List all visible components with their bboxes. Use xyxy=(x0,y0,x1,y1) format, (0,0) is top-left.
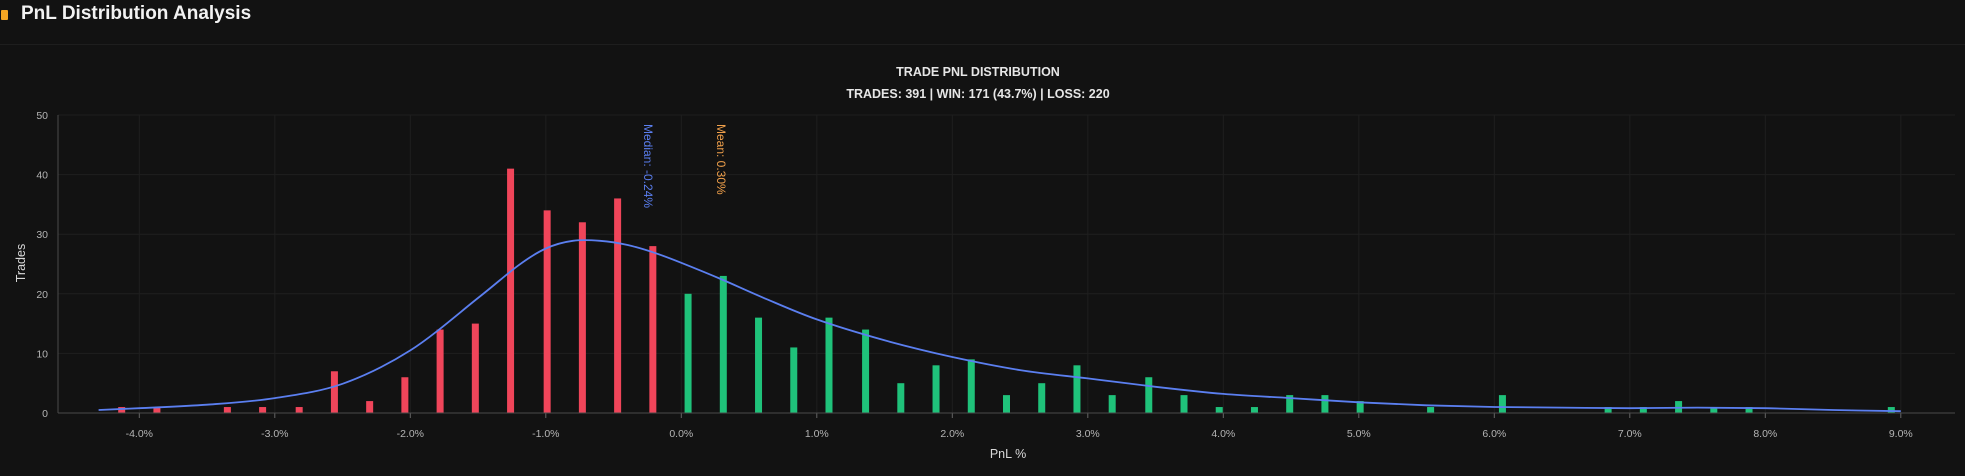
loss-bar xyxy=(153,407,161,413)
win-bar xyxy=(1321,395,1329,413)
x-tick-label: 3.0% xyxy=(1076,428,1100,440)
win-bar xyxy=(897,383,905,413)
win-bar xyxy=(1108,395,1116,413)
y-tick-label: 40 xyxy=(36,170,48,182)
loss-bar xyxy=(614,198,622,413)
panel-header: PnL Distribution Analysis xyxy=(0,0,1965,45)
win-bar xyxy=(1038,383,1046,413)
y-axis-label: Trades xyxy=(14,244,28,282)
loss-bar xyxy=(436,329,444,413)
win-bar xyxy=(1745,407,1753,413)
win-bar xyxy=(684,293,692,413)
win-bar xyxy=(967,359,975,413)
y-tick-label: 10 xyxy=(36,348,48,360)
win-bar xyxy=(1604,407,1612,413)
y-tick-label: 50 xyxy=(36,110,48,122)
win-bar xyxy=(790,347,798,413)
x-tick-label: 9.0% xyxy=(1889,428,1913,440)
loss-bar xyxy=(507,168,515,413)
annotations: Median: -0.24% Mean: 0.30% xyxy=(641,124,728,208)
x-tick-label: 2.0% xyxy=(940,428,964,440)
y-tick-label: 0 xyxy=(42,408,48,420)
win-bar xyxy=(1427,407,1435,413)
win-bar xyxy=(1145,377,1153,413)
histogram-bars xyxy=(118,168,1895,413)
x-tick-label: -3.0% xyxy=(261,428,288,440)
win-bar xyxy=(862,329,870,413)
mean-annotation: Mean: 0.30% xyxy=(714,124,728,195)
loss-bar xyxy=(118,407,126,413)
median-annotation: Median: -0.24% xyxy=(641,124,655,208)
loss-bar xyxy=(259,407,267,413)
loss-bar xyxy=(295,407,303,413)
win-bar xyxy=(719,275,727,413)
y-tick-label: 30 xyxy=(36,229,48,241)
loss-bar xyxy=(649,246,657,413)
loss-bar xyxy=(330,371,338,413)
axes: 0 10 20 30 40 50 -4.0% -3.0% -2.0% -1.0% 0.0% 1.0% 2… xyxy=(36,110,1955,440)
win-bar xyxy=(1286,395,1294,413)
x-axis-label: PnL % xyxy=(990,447,1026,461)
win-bar xyxy=(1887,407,1895,413)
x-tick-label: 5.0% xyxy=(1347,428,1371,440)
x-tick-label: -2.0% xyxy=(397,428,424,440)
win-bar xyxy=(755,317,763,413)
win-bar xyxy=(1250,407,1258,413)
y-tick-label: 20 xyxy=(36,289,48,301)
win-bar xyxy=(1356,401,1364,413)
x-tick-label: 0.0% xyxy=(669,428,693,440)
x-tick-label: 7.0% xyxy=(1618,428,1642,440)
win-bar xyxy=(1498,395,1506,413)
win-bar xyxy=(932,365,940,413)
x-tick-label: -4.0% xyxy=(126,428,153,440)
win-bar xyxy=(825,317,833,413)
x-tick-label: 4.0% xyxy=(1211,428,1235,440)
x-tick-label: -1.0% xyxy=(532,428,559,440)
win-bar xyxy=(1215,407,1223,413)
loss-bar xyxy=(401,377,409,413)
x-tick-label: 8.0% xyxy=(1753,428,1777,440)
win-bar xyxy=(1639,407,1647,413)
section-marker xyxy=(1,10,8,20)
x-tick-label: 6.0% xyxy=(1482,428,1506,440)
chart-subtitle: TRADES: 391 | WIN: 171 (43.7%) | LOSS: 2… xyxy=(846,87,1109,101)
density-curve-group xyxy=(98,239,1901,413)
win-bar xyxy=(1003,395,1010,413)
loss-bar xyxy=(223,407,231,413)
win-bar xyxy=(1180,395,1188,413)
win-bar xyxy=(1710,407,1718,413)
loss-bar xyxy=(366,401,374,413)
x-tick-label: 1.0% xyxy=(805,428,829,440)
density-curve xyxy=(98,239,1901,413)
loss-bar xyxy=(543,210,551,413)
page-title: PnL Distribution Analysis xyxy=(21,3,252,24)
chart-title: TRADE PNL DISTRIBUTION xyxy=(896,65,1060,79)
win-bar xyxy=(1073,365,1081,413)
loss-bar xyxy=(471,323,479,413)
loss-bar xyxy=(578,222,586,413)
